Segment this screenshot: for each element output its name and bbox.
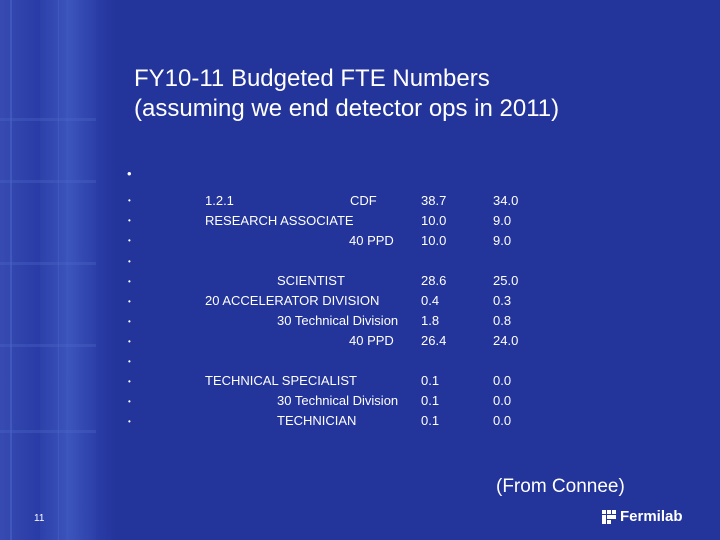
logo-text: Fermilab: [620, 508, 683, 525]
value-fy10: 38.7: [421, 193, 447, 208]
value-fy11: 0.0: [493, 393, 512, 408]
page-number: 11: [34, 513, 45, 524]
background-strip: [0, 118, 96, 121]
bullet-icon: •: [127, 166, 132, 181]
bullet-icon: •: [128, 417, 131, 426]
background-strip: [0, 180, 96, 183]
row-label: 30 Technical Division: [277, 393, 399, 408]
row-label: 40 PPD: [349, 233, 394, 248]
bullet-icon: •: [128, 337, 131, 346]
value-fy10: 0.1: [421, 373, 440, 388]
row-label: TECHNICIAN: [277, 413, 357, 428]
title-line-1: FY10-11 Budgeted FTE Numbers: [134, 65, 490, 92]
value-fy11: 9.0: [493, 233, 512, 248]
value-fy11: 0.3: [493, 293, 512, 308]
bullet-icon: •: [128, 297, 131, 306]
bullet-icon: •: [128, 236, 131, 245]
row-label: 30 Technical Division: [277, 313, 399, 328]
fermilab-logo: Fermilab: [602, 508, 683, 525]
value-fy11: 0.0: [493, 413, 512, 428]
slide-title: FY10-11 Budgeted FTE Numbers (assuming w…: [134, 64, 694, 124]
value-fy11: 34.0: [493, 193, 519, 208]
background-decoration: [66, 0, 96, 540]
bullet-icon: •: [128, 377, 131, 386]
row-label: 1.2.1: [205, 193, 234, 208]
value-fy11: 9.0: [493, 213, 512, 228]
row-label: RESEARCH ASSOCIATE: [205, 213, 354, 228]
background-line: [58, 0, 59, 540]
title-line-2: (assuming we end detector ops in 2011): [134, 95, 560, 122]
row-label: CDF: [350, 193, 377, 208]
background-decoration: [0, 0, 40, 540]
value-fy10: 10.0: [421, 233, 447, 248]
value-fy11: 24.0: [493, 333, 519, 348]
background-strip: [0, 262, 96, 265]
value-fy10: 0.1: [421, 393, 440, 408]
background-strip: [0, 344, 96, 347]
background-line: [10, 0, 12, 540]
row-label: SCIENTIST: [277, 273, 345, 288]
value-fy10: 1.8: [421, 313, 440, 328]
value-fy10: 28.6: [421, 273, 447, 288]
fermilab-logo-icon: [602, 509, 616, 524]
value-fy11: 0.8: [493, 313, 512, 328]
bullet-icon: •: [128, 196, 131, 205]
bullet-icon: •: [128, 317, 131, 326]
row-label: 20 ACCELERATOR DIVISION: [205, 293, 380, 308]
row-label: 40 PPD: [349, 333, 394, 348]
bullet-icon: •: [128, 357, 131, 366]
value-fy10: 0.4: [421, 293, 440, 308]
row-label: TECHNICAL SPECIALIST: [205, 373, 357, 388]
bullet-icon: •: [128, 277, 131, 286]
value-fy10: 10.0: [421, 213, 447, 228]
value-fy11: 25.0: [493, 273, 519, 288]
bullet-icon: •: [128, 397, 131, 406]
bullet-icon: •: [128, 257, 131, 266]
background-decoration: [40, 0, 66, 540]
background-strip: [0, 430, 96, 433]
background-decoration: [96, 0, 118, 540]
bullet-icon: •: [128, 216, 131, 225]
source-credit: (From Connee): [496, 476, 625, 497]
value-fy10: 26.4: [421, 333, 447, 348]
value-fy11: 0.0: [493, 373, 512, 388]
value-fy10: 0.1: [421, 413, 440, 428]
